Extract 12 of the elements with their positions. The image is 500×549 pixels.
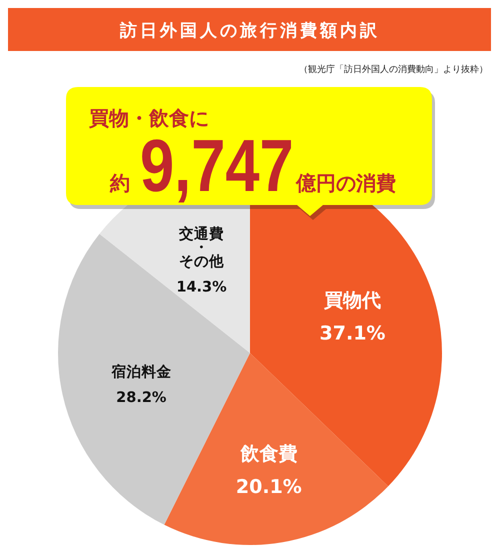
data-label: 14.3%: [176, 279, 228, 296]
text: （観光庁「訪日外国人の消費動向」より抜粋）: [299, 64, 488, 75]
slice-label: 交通費・その他: [178, 224, 225, 270]
slice-label: 飲食費: [239, 442, 298, 465]
slice-label: 買物代: [322, 289, 381, 312]
text: 約: [109, 171, 130, 195]
slice-label: 宿泊料金: [110, 362, 172, 381]
chart-title: 訪日外国人の旅行消費額内訳: [119, 21, 380, 41]
text: 億円の消費: [295, 171, 396, 195]
data-label: 28.2%: [116, 390, 167, 406]
data-label: 37.1%: [320, 322, 386, 345]
data-label: 20.1%: [236, 476, 302, 498]
